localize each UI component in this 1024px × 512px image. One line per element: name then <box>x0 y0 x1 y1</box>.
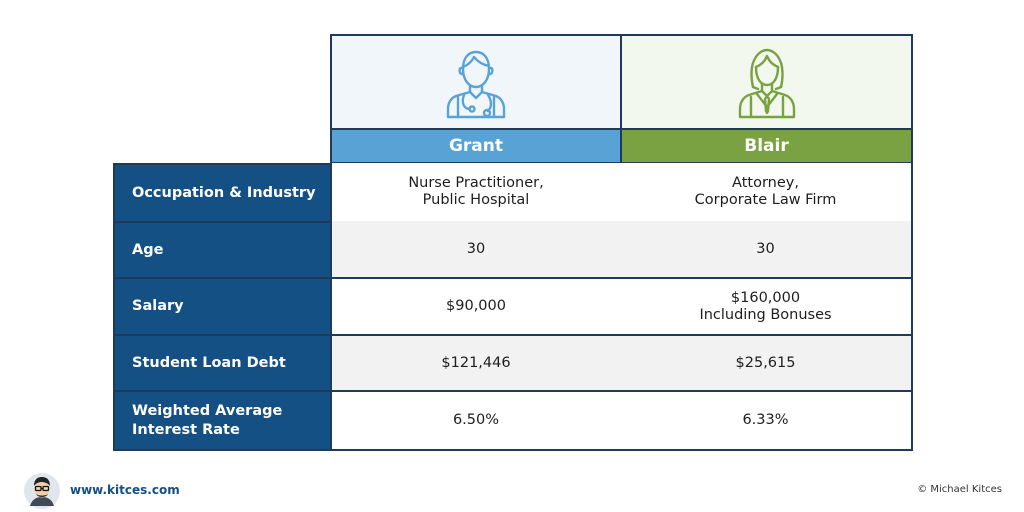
cell-blair-student-loan-debt: $25,615 <box>620 336 913 392</box>
cell-blair-salary: $160,000 Including Bonuses <box>620 279 913 336</box>
cell-line: Attorney, <box>732 175 799 191</box>
cell-line: 30 <box>756 240 775 257</box>
cell-line: 30 <box>466 240 486 257</box>
row-label-occupation: Occupation & Industry <box>113 163 332 223</box>
row-label-age: Age <box>113 223 332 279</box>
female-attorney-icon <box>738 48 795 118</box>
cell-grant-interest-rate: 6.50% <box>330 392 622 451</box>
cell-line: Nurse Practitioner, <box>408 175 544 191</box>
cell-blair-age: 30 <box>620 221 913 279</box>
label-line: Weighted Average <box>132 402 283 419</box>
row-label-student-loan-debt: Student Loan Debt <box>113 336 332 392</box>
cell-line: Including Bonuses <box>699 306 832 323</box>
footer-copyright: © Michael Kitces <box>917 484 1002 495</box>
cell-grant-age: 30 <box>330 221 622 279</box>
cell-line: $160,000 <box>730 289 801 306</box>
cell-grant-salary: $90,000 <box>330 279 622 336</box>
male-nurse-icon <box>446 50 506 118</box>
cell-line: Corporate Law Firm <box>694 192 837 208</box>
cell-line: 6.33% <box>742 412 789 428</box>
cell-grant-student-loan-debt: $121,446 <box>330 336 622 392</box>
row-label-interest-rate: Weighted Average Interest Rate <box>113 392 332 451</box>
cell-grant-occupation: Nurse Practitioner, Public Hospital <box>330 163 622 223</box>
column-header-grant: Grant <box>330 128 622 164</box>
cell-line: $25,615 <box>735 354 796 371</box>
label-line: Interest Rate <box>132 421 240 438</box>
footer-website-link[interactable]: www.kitces.com <box>70 483 180 497</box>
row-label-salary: Salary <box>113 279 332 336</box>
cell-line: $121,446 <box>441 354 511 371</box>
kitces-avatar-icon <box>24 473 60 509</box>
grant-icon-panel <box>330 34 622 129</box>
blair-icon-panel <box>620 34 913 129</box>
cell-line: 6.50% <box>452 412 500 428</box>
cell-line: $90,000 <box>446 298 506 314</box>
cell-blair-interest-rate: 6.33% <box>620 392 913 451</box>
cell-blair-occupation: Attorney, Corporate Law Firm <box>620 163 913 223</box>
column-header-blair: Blair <box>620 128 913 164</box>
cell-line: Public Hospital <box>422 192 530 208</box>
